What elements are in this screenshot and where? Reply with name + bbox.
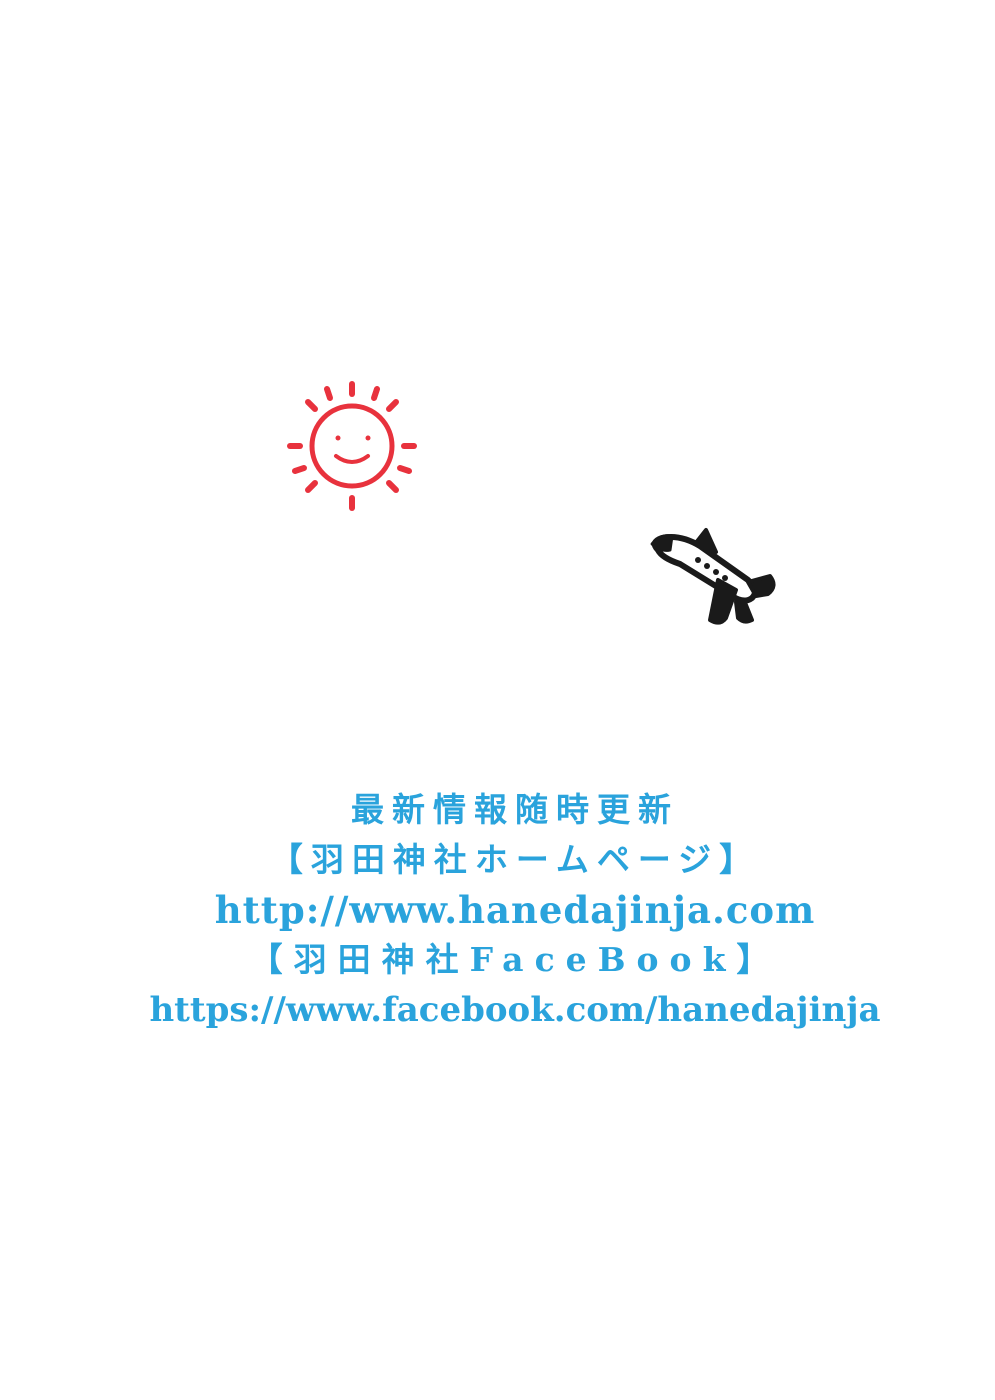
- smiling-sun-icon: [287, 381, 417, 511]
- update-notice: 最新情報随時更新: [351, 790, 679, 829]
- facebook-url: https://www.facebook.com/hanedajinja: [149, 990, 881, 1030]
- info-stamp: 最新情報随時更新 【羽田神社ホームページ】 http://www.hanedaj…: [100, 785, 930, 1035]
- facebook-heading: 【羽田神社FaceBook】: [249, 940, 781, 979]
- homepage-url: http://www.hanedajinja.com: [214, 888, 816, 932]
- airplane-icon: [650, 528, 776, 625]
- homepage-heading: 【羽田神社ホームページ】: [269, 840, 761, 879]
